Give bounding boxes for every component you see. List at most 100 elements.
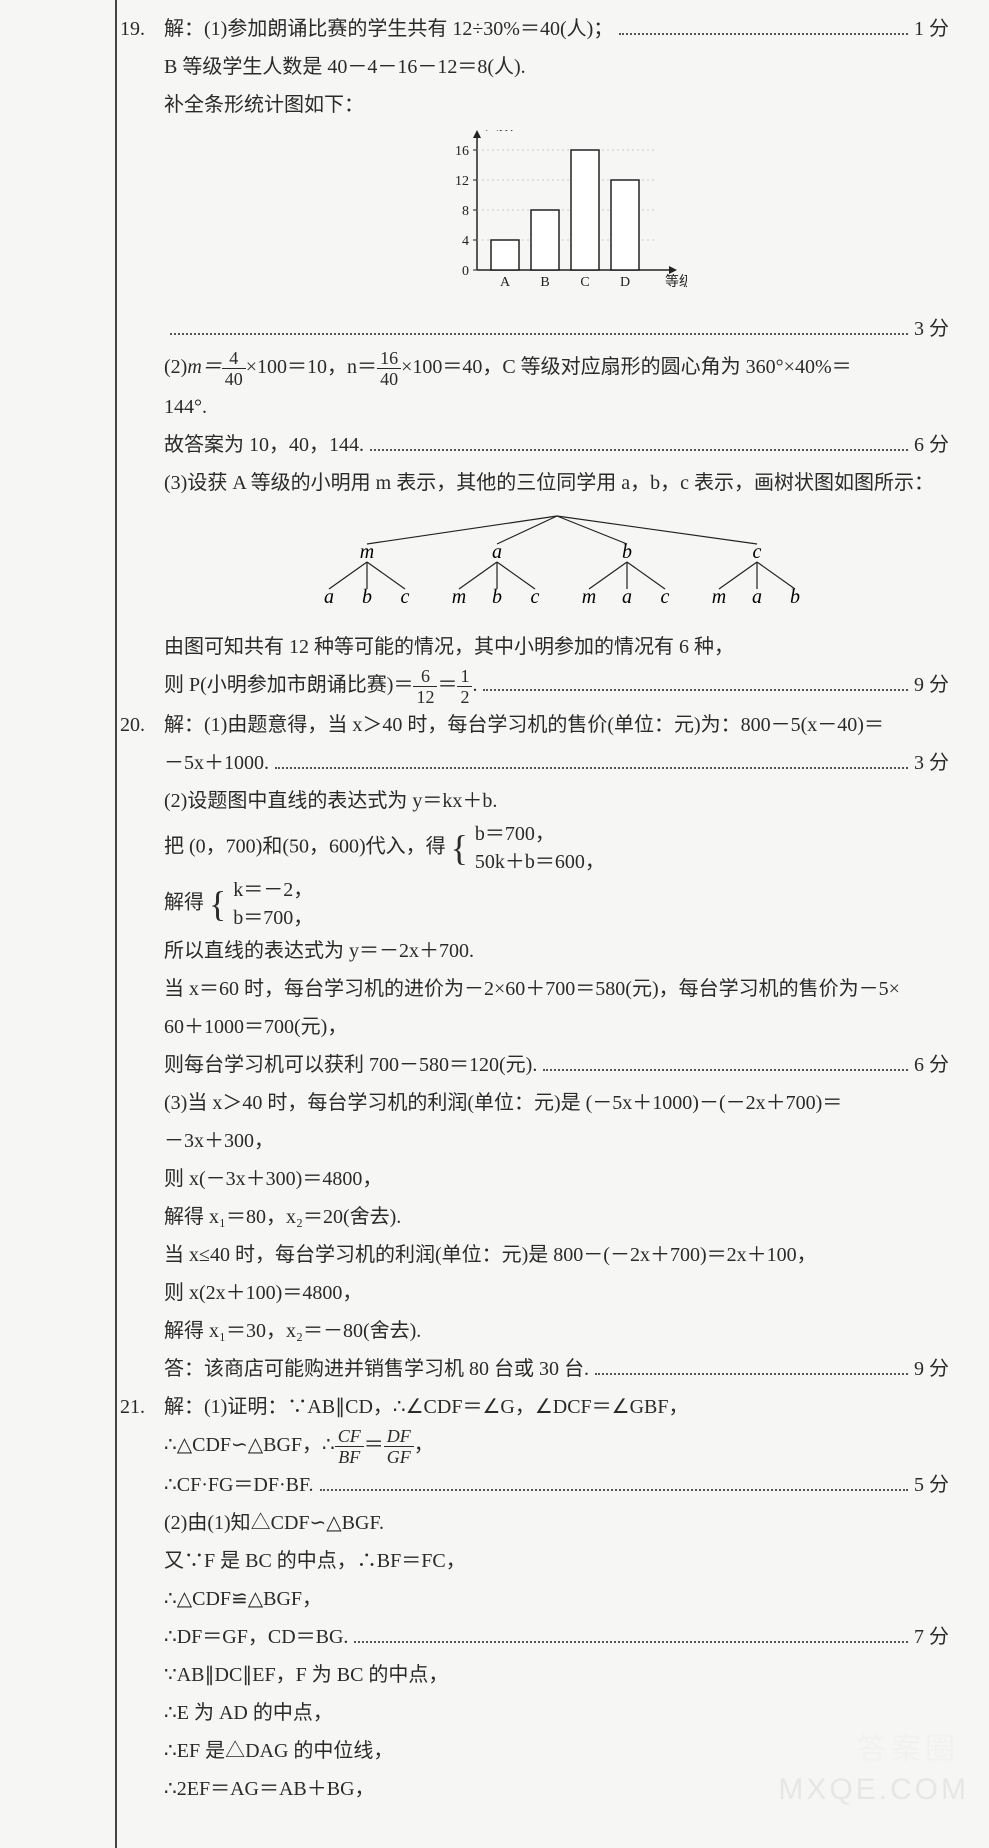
- q20-l6: 当 x＝60 时，每台学习机的进价为－2×60＋700＝580(元)，每台学习机…: [164, 970, 949, 1008]
- svg-text:m: m: [359, 541, 373, 563]
- q21-l8: ∵AB∥DC∥EF，F 为 BC 的中点，: [164, 1656, 949, 1694]
- tree-diagram: mabcambcbmaccmab: [164, 508, 949, 618]
- q19-P: 则 P(小明参加市朗诵比赛)＝612＝12. 9 分: [164, 666, 949, 706]
- text: 则每台学习机可以获利 700－580＝120(元).: [164, 1046, 537, 1084]
- q21-l6: ∴△CDF≌△BGF，: [164, 1580, 949, 1618]
- q20-l8b: －3x＋300，: [164, 1122, 949, 1160]
- text: m＝: [187, 356, 221, 378]
- q19-score3: 3 分: [164, 310, 949, 348]
- q20-l12: 则 x(2x＋100)＝4800，: [164, 1274, 949, 1312]
- q19-l1: 解：(1)参加朗诵比赛的学生共有 12÷30%＝40(人)； 1 分: [164, 10, 949, 48]
- q21-l5: 又∵F 是 BC 的中点，∴BF＝FC，: [164, 1542, 949, 1580]
- q20-l4: 解得 { k＝－2， b＝700，: [164, 876, 949, 932]
- score: 6 分: [914, 426, 949, 464]
- text: ×100＝40，C 等级对应扇形的圆心角为 360°×40%＝: [401, 356, 852, 378]
- q20-number: 20.: [120, 706, 164, 1388]
- score: 3 分: [914, 744, 949, 782]
- q20-l2: (2)设题图中直线的表达式为 y＝kx＋b.: [164, 782, 949, 820]
- svg-text:C: C: [580, 275, 589, 290]
- text: －5x＋1000.: [164, 744, 269, 782]
- q21-l11: ∴2EF＝AG＝AB＋BG，: [164, 1770, 949, 1808]
- q21-body: 解：(1)证明：∵AB∥CD，∴∠CDF＝∠G，∠DCF＝∠GBF， ∴△CDF…: [164, 1388, 949, 1808]
- frac: 612: [413, 667, 437, 706]
- q21: 21. 解：(1)证明：∵AB∥CD，∴∠CDF＝∠G，∠DCF＝∠GBF， ∴…: [120, 1388, 949, 1808]
- svg-text:16: 16: [455, 144, 469, 159]
- dots: [320, 1489, 908, 1491]
- dots: [543, 1069, 908, 1071]
- q20-l1b: －5x＋1000. 3 分: [164, 744, 949, 782]
- q21-l3: ∴CF·FG＝DF·BF. 5 分: [164, 1466, 949, 1504]
- text: 答：该商店可能购进并销售学习机 80 台或 30 台.: [164, 1350, 589, 1388]
- svg-text:A: A: [499, 275, 510, 290]
- dots: [354, 1641, 908, 1643]
- q19-l2: B 等级学生人数是 40－4－16－12＝8(人).: [164, 48, 949, 86]
- q20-body: 解：(1)由题意得，当 x＞40 时，每台学习机的售价(单位：元)为：800－5…: [164, 706, 949, 1388]
- q21-l1: 解：(1)证明：∵AB∥CD，∴∠CDF＝∠G，∠DCF＝∠GBF，: [164, 1388, 949, 1426]
- q19: 19. 解：(1)参加朗诵比赛的学生共有 12÷30%＝40(人)； 1 分 B…: [120, 10, 949, 706]
- svg-text:b: b: [622, 541, 632, 563]
- dots: [595, 1373, 908, 1375]
- svg-text:0: 0: [462, 264, 469, 279]
- svg-text:m: m: [451, 586, 465, 608]
- svg-text:a: a: [622, 586, 632, 608]
- dots: [483, 689, 908, 691]
- svg-text:D: D: [619, 275, 629, 290]
- svg-text:a: a: [492, 541, 502, 563]
- svg-text:b: b: [790, 586, 800, 608]
- svg-text:c: c: [400, 586, 409, 608]
- q19-tree-ex: 由图可知共有 12 种等可能的情况，其中小明参加的情况有 6 种，: [164, 628, 949, 666]
- svg-text:b: b: [492, 586, 502, 608]
- q19-l3: 补全条形统计图如下：: [164, 86, 949, 124]
- frac: 12: [457, 667, 472, 706]
- score: 1 分: [914, 10, 949, 48]
- score: 6 分: [914, 1046, 949, 1084]
- tree-svg: mabcambcbmaccmab: [277, 508, 837, 618]
- q21-l10: ∴EF 是△DAG 的中位线，: [164, 1732, 949, 1770]
- bar-chart: 0481216ABCD人数等级: [164, 130, 949, 300]
- q20-l8: (3)当 x＞40 时，每台学习机的利润(单位：元)是 (－5x＋1000)－(…: [164, 1084, 949, 1122]
- q20-l1: 解：(1)由题意得，当 x＞40 时，每台学习机的售价(单位：元)为：800－5…: [164, 706, 949, 744]
- q20: 20. 解：(1)由题意得，当 x＞40 时，每台学习机的售价(单位：元)为：8…: [120, 706, 949, 1388]
- svg-text:m: m: [711, 586, 725, 608]
- q21-l9: ∴E 为 AD 的中点，: [164, 1694, 949, 1732]
- frac: CFBF: [335, 1427, 364, 1466]
- q20-l7: 则每台学习机可以获利 700－580＝120(元). 6 分: [164, 1046, 949, 1084]
- dots: [370, 449, 908, 451]
- q19-p3: (3)设获 A 等级的小明用 m 表示，其他的三位同学用 a，b，c 表示，画树…: [164, 464, 949, 502]
- svg-text:m: m: [581, 586, 595, 608]
- q21-l4: (2)由(1)知△CDF∽△BGF.: [164, 1504, 949, 1542]
- svg-text:a: a: [752, 586, 762, 608]
- q21-l7: ∴DF＝GF，CD＝BG. 7 分: [164, 1618, 949, 1656]
- frac: DFGF: [384, 1427, 414, 1466]
- score: 5 分: [914, 1466, 949, 1504]
- q20-l9: 则 x(－3x＋300)＝4800，: [164, 1160, 949, 1198]
- q21-l2: ∴△CDF∽△BGF，∴CFBF＝DFGF，: [164, 1426, 949, 1466]
- q20-l6b: 60＋1000＝700(元)，: [164, 1008, 949, 1046]
- q19-144: 144°.: [164, 388, 949, 426]
- q20-l13: 解得 x₁＝30，x₂＝－80(舍去).: [164, 1312, 949, 1350]
- bar-chart-svg: 0481216ABCD人数等级: [427, 130, 687, 300]
- svg-text:c: c: [660, 586, 669, 608]
- q19-l-m: (2)m＝440×100＝10，n＝1640×100＝40，C 等级对应扇形的圆…: [164, 348, 949, 388]
- text: ∴DF＝GF，CD＝BG.: [164, 1618, 348, 1656]
- q19-number: 19.: [120, 10, 164, 706]
- text: 解：(1)参加朗诵比赛的学生共有 12÷30%＝40(人)；: [164, 10, 613, 48]
- q21-number: 21.: [120, 1388, 164, 1808]
- svg-text:b: b: [362, 586, 372, 608]
- system: b＝700， 50k＋b＝600，: [475, 820, 605, 876]
- svg-text:等级: 等级: [665, 273, 687, 290]
- svg-text:人数: 人数: [485, 130, 513, 134]
- text: (2): [164, 356, 187, 378]
- score: 3 分: [914, 310, 949, 348]
- q20-l11: 当 x≤40 时，每台学习机的利润(单位：元)是 800－(－2x＋700)＝2…: [164, 1236, 949, 1274]
- dots: [275, 767, 908, 769]
- page: 19. 解：(1)参加朗诵比赛的学生共有 12÷30%＝40(人)； 1 分 B…: [0, 0, 989, 1848]
- text: 则 P(小明参加市朗诵比赛)＝612＝12.: [164, 666, 477, 706]
- dots: [170, 333, 908, 335]
- svg-text:4: 4: [462, 234, 469, 249]
- frac: 440: [222, 349, 246, 388]
- svg-text:c: c: [752, 541, 761, 563]
- q19-ans: 故答案为 10，40，144. 6 分: [164, 426, 949, 464]
- score: 9 分: [914, 666, 949, 704]
- margin-rule: [115, 0, 117, 1848]
